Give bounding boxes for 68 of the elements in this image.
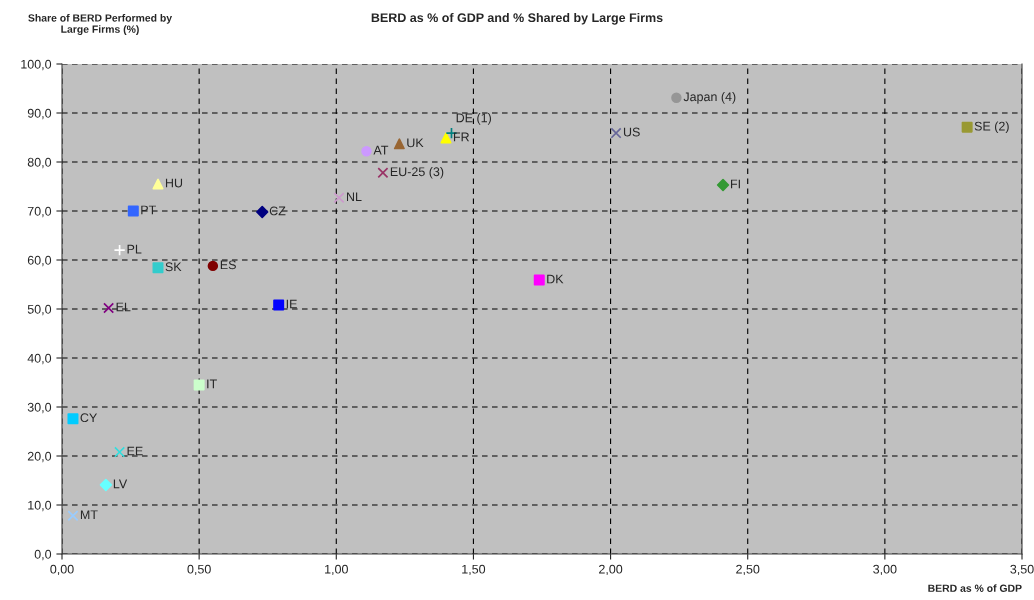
x-tick-label: 3,00 <box>873 564 897 576</box>
point <box>377 167 389 179</box>
series-label: IE <box>286 299 297 309</box>
series-label: LV <box>113 479 128 489</box>
point <box>533 274 545 286</box>
series-label: FI <box>731 179 740 189</box>
point <box>961 121 973 133</box>
point <box>361 145 372 157</box>
series-label: US <box>623 127 640 137</box>
y-axis-title: Share of BERD Performed by Large Firms (%) <box>28 14 173 35</box>
y-tick-label: 0,0 <box>34 549 52 561</box>
point <box>114 446 126 458</box>
series-label: IT <box>207 379 217 389</box>
x-tick-label: 1,00 <box>325 564 348 576</box>
series-label: UK <box>407 138 424 148</box>
x-axis-title: BERD as % of GDP <box>928 584 1022 592</box>
series-label: Japan (4) <box>683 91 736 104</box>
series-label: AT <box>373 145 389 155</box>
series-label: EL <box>116 302 131 312</box>
series-label: CZ <box>269 206 286 216</box>
series-label: ES <box>220 260 236 270</box>
y-tick-label: 20,0 <box>27 451 52 463</box>
y-tick-label: 60,0 <box>27 255 52 267</box>
point <box>193 379 205 391</box>
point <box>113 244 126 257</box>
point <box>610 127 622 139</box>
point <box>273 299 285 311</box>
y-tick-label: 90,0 <box>27 108 52 120</box>
y-tick-label: 40,0 <box>27 353 52 365</box>
series-label: SK <box>165 262 182 272</box>
point <box>152 262 164 274</box>
point <box>67 510 79 522</box>
y-tick-label: 30,0 <box>27 402 52 414</box>
series-label: HU <box>165 178 183 188</box>
point <box>99 478 113 492</box>
series-label: DK <box>547 274 564 284</box>
series-label: CY <box>80 413 98 423</box>
x-tick-label: 2,50 <box>736 564 760 576</box>
y-tick-label: 70,0 <box>27 206 52 218</box>
x-tick-label: 0,00 <box>50 564 74 576</box>
series-label: DE (1) <box>456 113 491 125</box>
series-label: PL <box>127 244 142 254</box>
point <box>256 205 269 219</box>
x-tick-label: 3,50 <box>1010 564 1034 576</box>
series-label: EE <box>127 446 143 456</box>
point <box>67 413 79 425</box>
y-tick-label: 10,0 <box>28 500 52 512</box>
point <box>671 92 682 104</box>
y-tick-label: 50,0 <box>27 304 52 316</box>
x-tick-label: 1,50 <box>462 564 486 576</box>
point <box>440 132 452 144</box>
point <box>207 260 219 272</box>
y-tick-label: 100,0 <box>21 59 52 71</box>
x-tick-label: 2,00 <box>599 564 623 576</box>
point <box>103 302 115 314</box>
series-label: SE (2) <box>974 121 1009 134</box>
point <box>333 192 345 204</box>
series-label: NL <box>347 192 362 201</box>
x-tick-label: 0,50 <box>187 564 211 576</box>
series-label: EU-25 (3) <box>390 166 444 179</box>
chart-title: BERD as % of GDP and % Shared by Large Firms <box>371 12 663 25</box>
series-label: MT <box>80 510 98 520</box>
point <box>393 138 405 150</box>
point <box>716 178 730 192</box>
y-tick-label: 80,0 <box>27 157 52 169</box>
series-label: FR <box>453 132 470 142</box>
point <box>127 205 139 217</box>
point <box>152 178 164 190</box>
